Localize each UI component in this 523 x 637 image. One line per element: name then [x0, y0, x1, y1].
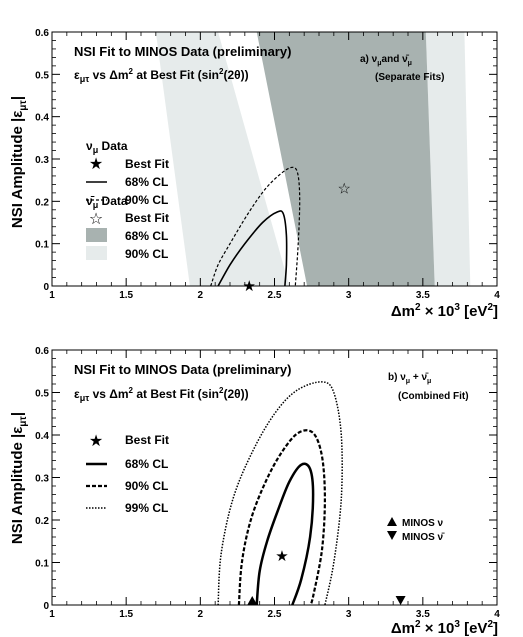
panel-b-marker-legend-nu-icon: [387, 517, 397, 526]
panel-b-y-label: NSI Amplitude |εμτ|: [9, 412, 29, 544]
panel-a-legend-nubar-data-header: ν̄μ Data: [86, 194, 128, 210]
y-tick-label: 0.3: [35, 474, 49, 485]
nubar-best-fit-marker: ☆: [337, 180, 350, 198]
panel-a-tag-line1: a) νμand ν̄μ: [360, 54, 412, 67]
cl90-contour: [237, 429, 327, 606]
x-tick-label: 3.5: [416, 609, 430, 620]
x-tick-label: 1.5: [119, 609, 133, 620]
minos-nu-marker: [247, 596, 258, 605]
y-tick-label: 0.4: [35, 431, 49, 442]
panel-a-legend-star-filled: ★: [89, 154, 103, 173]
nu-90-contour: [210, 166, 301, 287]
x-tick-label: 2.5: [268, 290, 282, 301]
panel-a-legend-nu-header: νμ Data: [86, 139, 128, 155]
x-tick-label: 1: [49, 290, 55, 301]
x-tick-label: 4: [494, 609, 500, 620]
panel-b-marker-legend-nu: MINOS ν: [402, 518, 444, 529]
y-tick-label: 0.4: [35, 113, 49, 124]
panel-a-legend-nu68: 68% CL: [125, 175, 168, 189]
panel-a-legend-nubar90: 90% CL: [125, 247, 168, 261]
panel-a-x-label: Δm2 × 103 [eV2]: [391, 302, 498, 320]
panel-b-legend-99: 99% CL: [125, 501, 168, 515]
panel-a-tag-line2: (Separate Fits): [375, 72, 444, 83]
panel-b-marker-legend-nubar-icon: [387, 531, 397, 540]
x-tick-label: 3: [346, 290, 352, 301]
panel-b: NSI Amplitude |εμτ| ★ 1 1.5 2 2.5 3 3.5 4 0 0.1 0…: [9, 346, 500, 637]
panel-b-title: NSI Fit to MINOS Data (preliminary): [74, 362, 291, 377]
y-tick-label: 0.2: [35, 197, 49, 208]
cl68-contour: [255, 462, 315, 606]
panel-b-subtitle: εμτ vs Δm2 at Best Fit (sin2(2θ)): [74, 386, 249, 403]
y-tick-label: 0.6: [35, 28, 49, 39]
panel-a: NSI Amplitude |εμτ| ★☆ 1 1.5 2 2.5 3 3.5 400.1…: [9, 28, 500, 320]
panel-a-title: NSI Fit to MINOS Data (preliminary): [74, 44, 291, 59]
panel-a-y-label: NSI Amplitude |εμτ|: [9, 96, 29, 228]
panel-a-legend-nubar68: 68% CL: [125, 229, 168, 243]
panel-b-legend-star: ★: [89, 431, 103, 450]
best-fit-marker: ★: [275, 547, 288, 565]
panel-a-legend-nubar90-swatch: [86, 246, 107, 260]
x-tick-label: 3.5: [416, 290, 430, 301]
panel-b-tag-line2: (Combined Fit): [398, 391, 469, 402]
minos-nubar-marker: [395, 596, 406, 605]
nubar-90-band: [155, 32, 290, 286]
y-tick-label: 0.1: [35, 559, 49, 570]
x-tick-label: 4: [494, 290, 500, 301]
y-tick-label: 0: [43, 282, 49, 293]
nubar-68-band: [189, 32, 435, 286]
y-tick-label: 0.2: [35, 516, 49, 527]
panel-b-legend-best: Best Fit: [125, 433, 169, 447]
panel-a-nubar-bands: [155, 32, 471, 286]
x-tick-label: 2: [198, 609, 204, 620]
panel-b-contours: ★: [217, 381, 406, 606]
panel-b-ticks: 1 1.5 2 2.5 3 3.5 4 0 0.1 0.2 0.3 0.4 0.5 0.6: [35, 346, 500, 620]
x-tick-label: 1: [49, 609, 55, 620]
panel-b-legend-68: 68% CL: [125, 457, 168, 471]
y-tick-label: 0.3: [35, 155, 49, 166]
panel-a-nu-contours: ★☆: [210, 166, 351, 295]
panel-a-legend-nubar68-swatch: [86, 228, 107, 242]
panel-a-legend-star-open: ☆: [89, 209, 103, 228]
panel-b-x-label: Δm2 × 103 [eV2]: [391, 619, 498, 637]
nubar-90-band: [425, 32, 471, 286]
x-tick-label: 1.5: [119, 290, 133, 301]
panel-a-subtitle: εμτ vs Δm2 at Best Fit (sin2(2θ)): [74, 67, 249, 84]
panel-a-ticks: 1 1.5 2 2.5 3 3.5 4 0 0.1 0.2 0.3 0.4 0.5 0.6: [35, 28, 500, 301]
panel-b-marker-legend-nubar: MINOS ν̄: [402, 532, 445, 543]
nu-68-contour: [217, 210, 288, 287]
y-tick-label: 0.6: [35, 346, 49, 357]
panel-b-tag-line1: b) νμ + ν̄μ: [388, 372, 431, 385]
panel-a-legend-nu90: 90% CL: [125, 193, 168, 207]
x-tick-label: 3: [346, 609, 352, 620]
y-tick-label: 0.5: [35, 389, 49, 400]
panel-a-legend-nubar-best: Best Fit: [125, 211, 169, 225]
panel-a-legend-nu-best: Best Fit: [125, 157, 169, 171]
y-tick-label: 0.1: [35, 240, 49, 251]
y-tick-label: 0: [43, 601, 49, 612]
panel-b-legend-90: 90% CL: [125, 479, 168, 493]
y-tick-label: 0.5: [35, 70, 49, 81]
x-tick-label: 2.5: [268, 609, 282, 620]
x-tick-label: 2: [198, 290, 204, 301]
cl99-contour: [217, 381, 343, 606]
